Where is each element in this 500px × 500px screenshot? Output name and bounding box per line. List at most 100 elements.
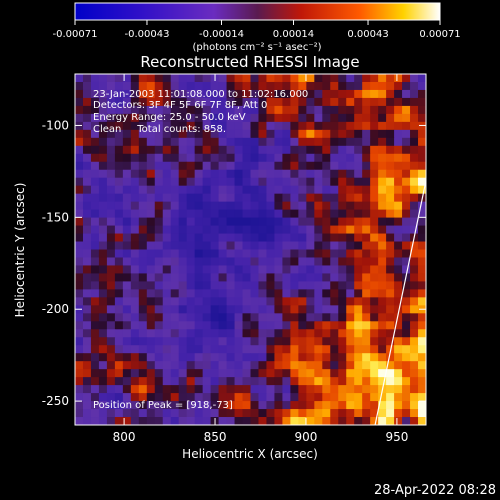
heatmap-cell (258, 305, 267, 314)
heatmap-cell (346, 281, 355, 290)
heatmap-cell (210, 377, 219, 386)
heatmap-cell (378, 217, 387, 226)
heatmap-cell (314, 193, 323, 203)
heatmap-cell (162, 241, 172, 250)
heatmap-cell (266, 417, 275, 425)
heatmap-cell (394, 185, 403, 195)
heatmap-cell (170, 185, 180, 195)
heatmap-cell (114, 217, 124, 226)
heatmap-cell (274, 361, 283, 370)
heatmap-cell (418, 113, 426, 123)
heatmap-cell (250, 233, 259, 242)
heatmap-cell (338, 97, 347, 107)
heatmap-cell (354, 281, 363, 290)
heatmap-cell (98, 273, 108, 282)
heatmap-cell (122, 89, 132, 99)
heatmap-cell (75, 249, 84, 258)
heatmap-cell (258, 89, 267, 99)
heatmap-cell (346, 233, 355, 242)
heatmap-cell (210, 193, 219, 203)
heatmap-cell (114, 137, 124, 147)
heatmap-cell (418, 297, 426, 306)
heatmap-cell (322, 273, 331, 282)
heatmap-cell (202, 153, 212, 163)
heatmap-cell (274, 257, 283, 266)
heatmap-cell (322, 113, 331, 123)
heatmap-cell (114, 177, 124, 187)
heatmap-cell (130, 74, 140, 83)
heatmap-cell (178, 385, 188, 394)
heatmap-cell (250, 209, 259, 218)
heatmap-cell (322, 217, 331, 226)
heatmap-cell (362, 401, 371, 410)
heatmap-cell (402, 337, 411, 346)
heatmap-cell (82, 337, 92, 346)
colorbar-tick-label: -0.00043 (124, 29, 169, 40)
heatmap-cell (194, 353, 204, 362)
heatmap-cell (322, 193, 331, 203)
heatmap-cell (402, 369, 411, 378)
heatmap-cell (242, 401, 251, 410)
heatmap-cell (194, 321, 204, 330)
heatmap-cell (82, 329, 92, 338)
heatmap-cell (386, 361, 395, 370)
heatmap-cell (314, 361, 323, 370)
heatmap-cell (314, 129, 323, 139)
heatmap-cell (314, 217, 323, 226)
heatmap-cell (186, 97, 196, 107)
heatmap-cell (162, 297, 172, 306)
heatmap-cell (178, 329, 188, 338)
heatmap-cell (138, 161, 148, 171)
heatmap-cell (314, 185, 323, 195)
heatmap-cell (170, 153, 180, 163)
heatmap-cell (98, 97, 108, 107)
heatmap-cell (274, 113, 283, 123)
heatmap-cell (170, 74, 180, 83)
heatmap-cell (298, 74, 307, 83)
heatmap-cell (418, 377, 426, 386)
heatmap-cell (122, 289, 132, 298)
heatmap-cell (106, 129, 116, 139)
heatmap-cell (82, 185, 92, 195)
heatmap-cell (290, 249, 299, 258)
heatmap-cell (386, 97, 395, 107)
heatmap-cell (154, 417, 164, 425)
heatmap-cell (202, 281, 212, 290)
heatmap-cell (362, 345, 371, 354)
heatmap-cell (418, 129, 426, 139)
heatmap-cell (146, 105, 156, 115)
heatmap-cell (354, 321, 363, 330)
heatmap-cell (306, 265, 315, 274)
heatmap-cell (218, 257, 227, 266)
heatmap-cell (186, 401, 196, 410)
heatmap-cell (98, 321, 108, 330)
heatmap-cell (394, 169, 403, 179)
heatmap-cell (130, 241, 140, 250)
heatmap-cell (82, 153, 92, 163)
heatmap-cell (226, 153, 235, 163)
heatmap-cell (114, 297, 124, 306)
heatmap-cell (234, 113, 243, 123)
heatmap-cell (194, 305, 204, 314)
heatmap-cell (410, 377, 419, 386)
heatmap-cell (298, 417, 307, 425)
heatmap-cell (242, 353, 251, 362)
heatmap-cell (386, 233, 395, 242)
heatmap-cell (402, 417, 411, 425)
heatmap-cell (298, 353, 307, 362)
heatmap-cell (418, 121, 426, 131)
heatmap-cell (138, 137, 148, 147)
heatmap-cell (90, 177, 100, 187)
heatmap-cell (322, 401, 331, 410)
heatmap-cell (298, 281, 307, 290)
heatmap-cell (362, 81, 371, 91)
heatmap-cell (394, 145, 403, 155)
heatmap-cell (410, 113, 419, 123)
heatmap-cell (202, 321, 212, 330)
heatmap-cell (226, 121, 235, 131)
heatmap-cell (266, 161, 275, 171)
heatmap-cell (186, 281, 196, 290)
heatmap-cell (410, 177, 419, 187)
heatmap-cell (170, 337, 180, 346)
heatmap-cell (418, 289, 426, 298)
